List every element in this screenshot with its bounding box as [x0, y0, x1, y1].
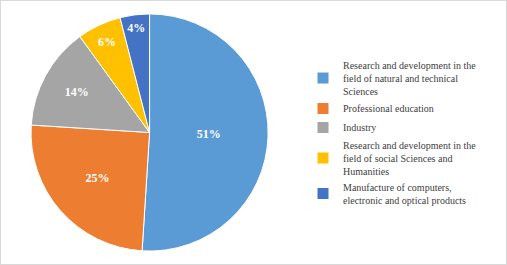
svg-text:51%: 51% — [197, 127, 221, 141]
svg-text:Research and development in th: Research and development in thefield of … — [343, 140, 476, 177]
svg-text:14%: 14% — [65, 85, 89, 99]
svg-text:Industry: Industry — [343, 122, 376, 133]
svg-text:Manufacture of computers,elect: Manufacture of computers,electronic and … — [343, 182, 466, 206]
svg-text:Professional education: Professional education — [343, 103, 434, 114]
svg-text:6%: 6% — [98, 35, 116, 49]
svg-text:Research and development in th: Research and development in thefield of … — [343, 60, 476, 97]
svg-text:25%: 25% — [85, 171, 109, 185]
svg-text:4%: 4% — [127, 21, 145, 35]
